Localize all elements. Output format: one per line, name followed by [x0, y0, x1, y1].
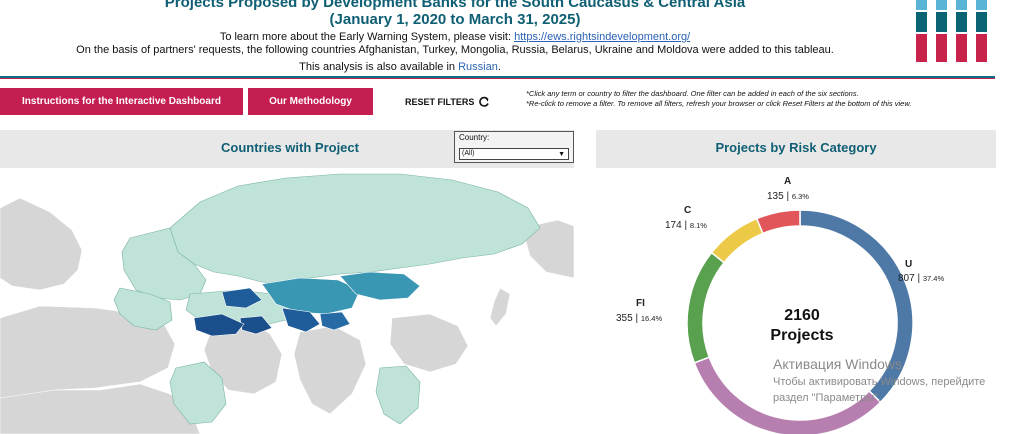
risk-donut-area [596, 168, 1024, 434]
map-georgia-armenia[interactable] [239, 315, 273, 335]
map-kazakhstan[interactable] [261, 277, 361, 315]
windows-activation-line3: раздел "Параметры". [773, 392, 882, 404]
basis-note: On the basis of partners' requests, the … [76, 44, 834, 56]
risk-value-a-count: 135 [767, 191, 784, 202]
risk-value-c-pct: 8.1% [689, 221, 707, 230]
logo-bar-0-2 [916, 34, 927, 62]
windows-activation-line2: Чтобы активировать Windows, перейдите [773, 376, 986, 388]
country-filter-dropdown[interactable]: (All) ▼ [459, 148, 569, 160]
risk-value-fi-pct: 16.4% [640, 314, 663, 323]
country-filter: Country: (All) ▼ [454, 131, 574, 163]
donut-slice-c[interactable] [710, 217, 764, 264]
map-ukraine[interactable] [221, 287, 263, 309]
map-east-china[interactable] [389, 313, 469, 373]
risk-label-u[interactable]: U [905, 259, 913, 270]
risk-value-u-count: 807 [898, 273, 915, 284]
risk-value-fi[interactable]: 355 | 16.4% [616, 313, 663, 324]
country-filter-value: (All) [462, 150, 475, 157]
risk-value-fi-count: 355 [616, 313, 633, 324]
filter-note-2: *Re-click to remove a filter. To remove … [526, 99, 912, 108]
donut-slice-fi[interactable] [686, 251, 726, 364]
risk-donut-chart[interactable] [596, 168, 1024, 434]
logo-bar-1-2 [936, 34, 947, 62]
methodology-button[interactable]: Our Methodology [248, 88, 373, 115]
map-western-europe[interactable] [0, 197, 83, 291]
map-sub-saharan-africa[interactable] [0, 383, 201, 434]
logo-bar-0-1 [916, 12, 927, 32]
logo-bars-icon [916, 0, 987, 62]
donut-total-value: 2160 [784, 307, 820, 324]
logo-bar-3-0 [976, 0, 987, 10]
map-balkans[interactable] [113, 287, 173, 331]
reset-filters-label: RESET FILTERS [405, 97, 475, 107]
risk-panel-title: Projects by Risk Category [715, 140, 877, 155]
logo-bar-1-1 [936, 12, 947, 32]
header-divider [0, 76, 995, 78]
header-divider-accent [0, 78, 995, 79]
logo-bar-2-1 [956, 12, 967, 32]
ews-link[interactable]: https://ews.rightsindevelopment.org/ [514, 31, 691, 43]
risk-value-u[interactable]: 807 | 37.4% [898, 273, 945, 284]
risk-value-c-count: 174 [665, 220, 682, 231]
map-turkey[interactable] [193, 313, 245, 337]
donut-total-label: Projects [770, 327, 834, 344]
logo-bar-1-0 [936, 0, 947, 10]
logo-bar-2-0 [956, 0, 967, 10]
logo-bar-2-2 [956, 34, 967, 62]
map-mongolia[interactable] [339, 271, 421, 301]
map-panel-title: Countries with Project [221, 140, 359, 155]
risk-label-a[interactable]: A [784, 176, 792, 187]
map-south-asia[interactable] [293, 325, 367, 415]
russian-link[interactable]: Russian [458, 61, 498, 73]
risk-label-fi[interactable]: FI [636, 298, 645, 309]
risk-value-c[interactable]: 174 | 8.1% [665, 220, 707, 231]
refresh-icon [479, 96, 490, 107]
logo-bar-3-1 [976, 12, 987, 32]
filter-instructions: *Click any term or country to filter the… [526, 89, 1006, 109]
world-map-svg[interactable] [0, 168, 574, 434]
map-southeast-asia[interactable] [375, 365, 421, 425]
risk-value-a[interactable]: 135 | 6.3% [767, 191, 809, 202]
country-filter-label: Country: [459, 133, 490, 142]
map-kyrgyzstan[interactable] [319, 311, 351, 331]
russian-prefix: This analysis is also available in [299, 61, 459, 73]
chevron-down-icon: ▼ [558, 151, 565, 158]
map-russia[interactable] [169, 173, 541, 285]
learn-more-text: To learn more about the Early Warning Sy… [219, 31, 515, 43]
map-uzbekistan[interactable] [281, 307, 321, 333]
map-northeast-asia[interactable] [521, 219, 574, 279]
map-arabia[interactable] [169, 361, 227, 425]
dashboard-date-range: (January 1, 2020 to March 31, 2025) [329, 11, 581, 28]
donut-slice-a[interactable] [755, 209, 801, 235]
risk-label-c[interactable]: C [684, 205, 692, 216]
reset-filters-button[interactable]: RESET FILTERS [405, 96, 490, 108]
dashboard-title: Projects Proposed by Development Banks f… [164, 0, 746, 11]
risk-value-u-pct: 37.4% [922, 274, 945, 283]
risk-panel-header [596, 130, 996, 168]
logo-bar-0-0 [916, 0, 927, 10]
logo-bar-3-2 [976, 34, 987, 62]
risk-value-a-pct: 6.3% [791, 192, 809, 201]
windows-activation-title: Активация Windows [773, 356, 903, 372]
filter-note-1: *Click any term or country to filter the… [526, 89, 859, 98]
instructions-button[interactable]: Instructions for the Interactive Dashboa… [0, 88, 243, 115]
russian-version-line: This analysis is also available in Russi… [0, 61, 800, 73]
world-map[interactable] [0, 168, 574, 434]
russian-suffix: . [497, 61, 501, 73]
learn-more-line: To learn more about the Early Warning Sy… [0, 31, 910, 43]
map-japan[interactable] [489, 287, 511, 327]
